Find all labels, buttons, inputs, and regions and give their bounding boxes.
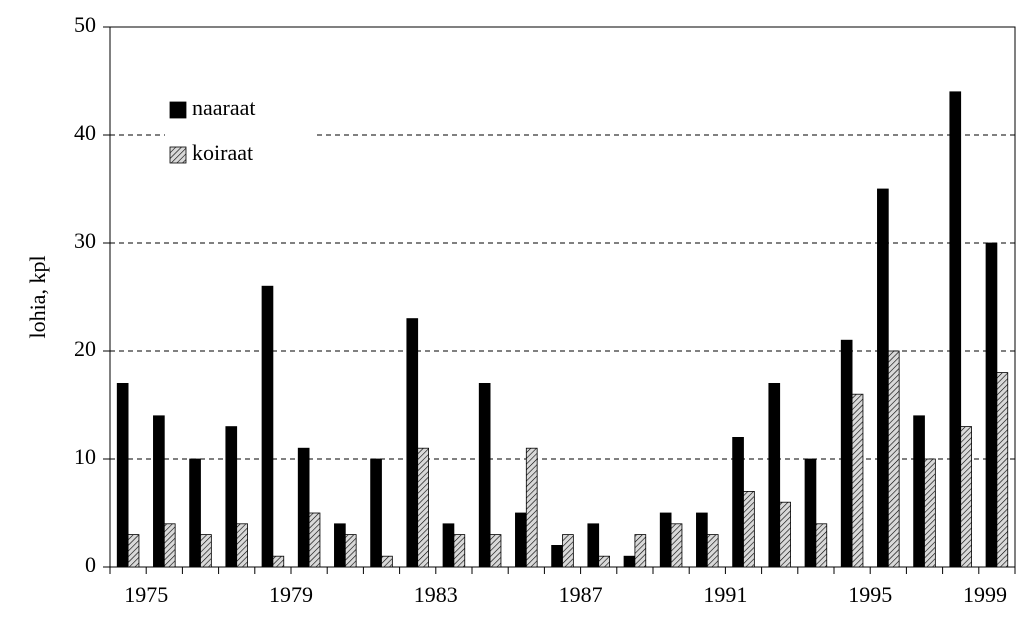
- bar: [261, 285, 274, 568]
- legend-swatch: [169, 146, 187, 164]
- y-tick-label: 40: [74, 120, 96, 145]
- y-tick-label: 50: [74, 12, 96, 37]
- bar: [743, 490, 755, 568]
- x-tick-label: 1979: [269, 582, 313, 607]
- bar: [370, 458, 382, 568]
- y-tick-label: 0: [85, 552, 96, 577]
- bar: [924, 458, 936, 568]
- bar: [887, 350, 900, 568]
- legend-label: naaraat: [192, 95, 256, 120]
- bar: [877, 188, 889, 568]
- bar: [634, 534, 647, 568]
- bar: [200, 534, 212, 568]
- bar: [406, 318, 419, 568]
- bar: [442, 523, 455, 568]
- y-tick-label: 20: [74, 336, 96, 361]
- x-tick-label: 1991: [703, 582, 747, 607]
- bar: [949, 91, 962, 568]
- x-tick-label: 1995: [848, 582, 892, 607]
- bar: [489, 534, 502, 568]
- bar: [225, 426, 238, 568]
- bar: [381, 555, 393, 568]
- legend-swatch: [169, 101, 187, 119]
- bar: [815, 523, 828, 568]
- bar: [236, 523, 248, 568]
- bar: [478, 382, 491, 568]
- bar: [623, 555, 636, 568]
- bar: [344, 534, 357, 568]
- x-tick-label: 1999: [963, 582, 1007, 607]
- x-tick-label: 1983: [414, 582, 458, 607]
- bar: [163, 523, 176, 568]
- bar: [127, 534, 140, 568]
- bar: [189, 458, 201, 568]
- y-tick-label: 30: [74, 228, 96, 253]
- legend-box: [165, 85, 315, 185]
- bar: [696, 512, 708, 568]
- bar: [840, 339, 853, 568]
- bar: [272, 555, 285, 568]
- y-axis-label: lohia, kpl: [25, 255, 50, 338]
- bar: [116, 382, 129, 568]
- bar: [587, 523, 600, 568]
- bar: [659, 512, 672, 568]
- bar: [153, 415, 165, 568]
- bar: [706, 534, 719, 568]
- bar: [851, 393, 864, 568]
- x-tick-label: 1987: [559, 582, 603, 607]
- x-tick-label: 1975: [124, 582, 168, 607]
- bar: [525, 447, 538, 568]
- bar: [670, 523, 683, 568]
- bar: [297, 447, 310, 568]
- bar: [334, 523, 346, 568]
- bar: [768, 382, 781, 568]
- bar: [996, 372, 1009, 568]
- bar: [598, 555, 610, 568]
- bar: [308, 512, 321, 568]
- bar: [551, 545, 563, 568]
- bar: [562, 534, 574, 568]
- bar: [732, 436, 744, 568]
- y-tick-label: 10: [74, 444, 96, 469]
- legend-label: koiraat: [192, 140, 253, 165]
- bar: [960, 426, 972, 568]
- bar: [779, 501, 791, 568]
- bar: [985, 242, 998, 568]
- bar: [913, 415, 925, 568]
- bar: [515, 512, 527, 568]
- bar: [417, 447, 429, 568]
- bar: [453, 534, 466, 568]
- bar: [804, 458, 817, 568]
